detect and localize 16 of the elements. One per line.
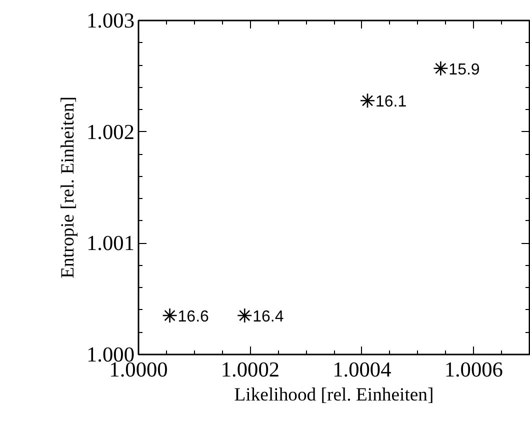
y-tick-label: 1.003: [86, 8, 135, 32]
point: [236, 308, 252, 324]
point: [162, 308, 178, 324]
x-tick-label: 1.0004: [332, 358, 392, 382]
annotation: 16.1: [376, 94, 407, 111]
annotation: 16.6: [178, 308, 210, 326]
y-tick-label: 1.001: [86, 231, 135, 256]
x-axis-title: Likelihood [rel. Einheiten]: [234, 384, 434, 406]
y-axis-title: Entropie [rel. Einheiten]: [58, 96, 79, 278]
y-tick-label: 1.002: [86, 120, 135, 144]
x-tick-label: 1.0006: [444, 358, 504, 382]
point: [360, 93, 376, 108]
annotation: 16.4: [252, 308, 284, 326]
annotation: 15.9: [448, 61, 480, 78]
point: [433, 60, 448, 76]
x-tick-label: 1.0002: [220, 358, 280, 382]
